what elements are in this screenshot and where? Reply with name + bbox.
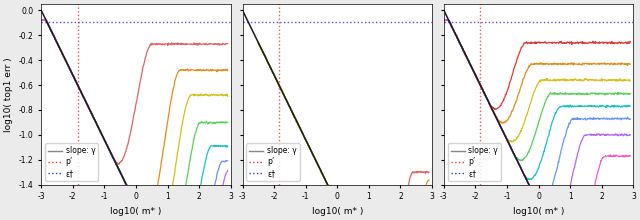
Y-axis label: log10( top1 err ): log10( top1 err ): [4, 57, 13, 132]
X-axis label: log10( m* ): log10( m* ): [312, 207, 363, 216]
X-axis label: log10( m* ): log10( m* ): [110, 207, 162, 216]
X-axis label: log10( m* ): log10( m* ): [513, 207, 564, 216]
Legend: slope: γ, p’, ε†: slope: γ, p’, ε†: [45, 143, 99, 181]
Legend: slope: γ, p’, ε†: slope: γ, p’, ε†: [246, 143, 300, 181]
Legend: slope: γ, p’, ε†: slope: γ, p’, ε†: [448, 143, 501, 181]
